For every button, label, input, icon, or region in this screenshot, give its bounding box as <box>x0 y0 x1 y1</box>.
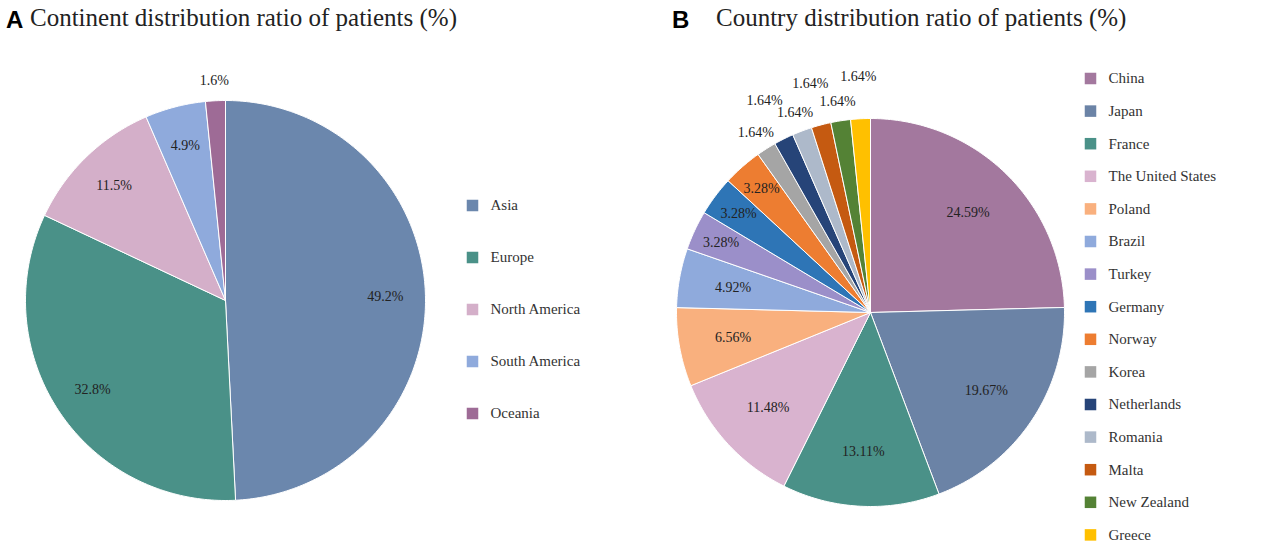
svg-text:Netherlands: Netherlands <box>1109 396 1182 412</box>
svg-text:Greece: Greece <box>1109 527 1152 541</box>
svg-text:6.56%: 6.56% <box>715 330 752 345</box>
svg-text:Malta: Malta <box>1109 462 1144 478</box>
svg-text:Asia: Asia <box>491 197 519 213</box>
svg-text:24.59%: 24.59% <box>946 205 990 220</box>
svg-text:Turkey: Turkey <box>1109 266 1152 282</box>
svg-text:Norway: Norway <box>1109 331 1158 347</box>
svg-text:49.2%: 49.2% <box>367 289 404 304</box>
svg-text:North America: North America <box>491 301 581 317</box>
svg-text:Germany: Germany <box>1109 299 1165 315</box>
svg-text:32.8%: 32.8% <box>75 382 112 397</box>
svg-text:Poland: Poland <box>1109 201 1151 217</box>
svg-text:4.9%: 4.9% <box>171 138 201 153</box>
svg-text:1.64%: 1.64% <box>820 94 857 109</box>
svg-text:3.28%: 3.28% <box>744 181 781 196</box>
svg-text:1.64%: 1.64% <box>746 93 783 109</box>
svg-text:Brazil: Brazil <box>1109 233 1146 249</box>
svg-text:Oceania: Oceania <box>491 405 540 421</box>
svg-text:19.67%: 19.67% <box>965 383 1009 398</box>
html-text:B: B <box>672 6 690 33</box>
html-text:Country distribution ratio of: Country distribution ratio of patients (… <box>716 4 1127 31</box>
svg-text:1.64%: 1.64% <box>792 76 829 91</box>
svg-text:New Zealand: New Zealand <box>1109 494 1190 510</box>
svg-text:11.48%: 11.48% <box>747 400 790 415</box>
svg-text:Japan: Japan <box>1109 103 1144 119</box>
svg-text:13.11%: 13.11% <box>842 444 885 459</box>
svg-text:1.6%: 1.6% <box>200 73 230 88</box>
svg-text:Korea: Korea <box>1109 364 1146 380</box>
svg-text:The United States: The United States <box>1109 168 1217 184</box>
svg-text:1.64%: 1.64% <box>840 69 877 84</box>
svg-text:3.28%: 3.28% <box>703 235 740 250</box>
svg-text:China: China <box>1109 70 1145 86</box>
svg-text:3.28%: 3.28% <box>720 206 757 221</box>
html-text:A Continent distribution ratio: A Continent distribution ratio of patien… <box>6 4 457 33</box>
svg-text:Romania: Romania <box>1109 429 1163 445</box>
svg-text:France: France <box>1109 136 1150 152</box>
svg-text:South America: South America <box>491 353 581 369</box>
svg-text:1.64%: 1.64% <box>777 105 814 120</box>
svg-text:1.64%: 1.64% <box>738 125 775 140</box>
svg-text:11.5%: 11.5% <box>96 178 132 193</box>
svg-text:Europe: Europe <box>491 249 535 265</box>
svg-text:4.92%: 4.92% <box>715 280 752 295</box>
